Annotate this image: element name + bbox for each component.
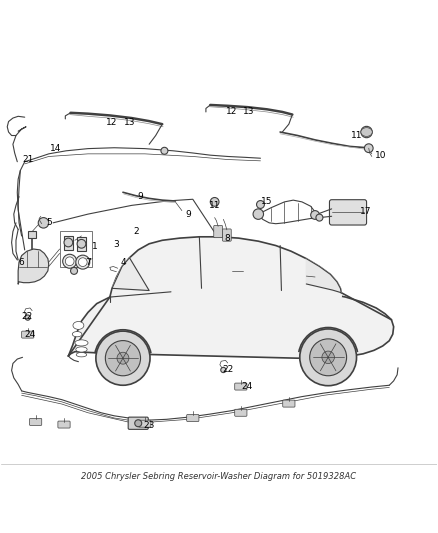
Text: 9: 9: [186, 209, 191, 219]
Text: 9: 9: [138, 192, 143, 201]
Text: 17: 17: [360, 207, 371, 216]
Circle shape: [316, 214, 323, 221]
Circle shape: [63, 254, 77, 268]
Circle shape: [257, 200, 265, 208]
FancyBboxPatch shape: [187, 415, 199, 422]
Text: 12: 12: [106, 118, 118, 127]
Text: 5: 5: [46, 219, 52, 228]
Circle shape: [25, 315, 30, 320]
Circle shape: [65, 257, 74, 265]
Circle shape: [161, 147, 168, 154]
Circle shape: [106, 341, 141, 376]
Polygon shape: [110, 237, 341, 297]
Circle shape: [77, 239, 86, 248]
FancyBboxPatch shape: [329, 200, 367, 225]
Text: 14: 14: [49, 144, 61, 153]
Text: 3: 3: [113, 240, 119, 249]
FancyBboxPatch shape: [139, 420, 151, 427]
Circle shape: [117, 352, 129, 364]
FancyBboxPatch shape: [128, 417, 148, 430]
FancyBboxPatch shape: [283, 400, 295, 407]
Text: 23: 23: [144, 422, 155, 430]
Ellipse shape: [73, 321, 84, 329]
Text: 24: 24: [25, 330, 36, 338]
Text: 10: 10: [375, 151, 386, 160]
FancyBboxPatch shape: [58, 421, 70, 428]
Circle shape: [300, 329, 357, 386]
Circle shape: [253, 209, 264, 220]
Polygon shape: [306, 259, 341, 293]
Bar: [64, 236, 73, 250]
Text: 12: 12: [226, 107, 238, 116]
Text: 11: 11: [351, 131, 362, 140]
Circle shape: [38, 217, 49, 228]
Circle shape: [210, 198, 219, 206]
Polygon shape: [112, 258, 149, 290]
FancyBboxPatch shape: [29, 418, 42, 425]
Text: 2: 2: [133, 227, 139, 236]
Circle shape: [361, 126, 372, 138]
FancyBboxPatch shape: [21, 331, 34, 338]
Text: 7: 7: [85, 257, 91, 266]
Text: 24: 24: [242, 382, 253, 391]
Polygon shape: [68, 287, 394, 358]
Bar: [60, 231, 92, 266]
Circle shape: [135, 420, 142, 427]
Ellipse shape: [72, 332, 82, 337]
Circle shape: [64, 238, 73, 247]
FancyBboxPatch shape: [235, 383, 247, 390]
Text: 1: 1: [92, 243, 97, 252]
Text: 11: 11: [209, 201, 220, 210]
Circle shape: [71, 268, 78, 274]
Ellipse shape: [75, 340, 88, 346]
FancyBboxPatch shape: [235, 409, 247, 416]
Text: 13: 13: [243, 107, 254, 116]
Text: 4: 4: [120, 257, 126, 266]
FancyBboxPatch shape: [214, 225, 223, 238]
Text: 15: 15: [261, 197, 273, 206]
Circle shape: [221, 367, 226, 373]
Ellipse shape: [361, 128, 372, 136]
Text: 6: 6: [19, 257, 25, 266]
Circle shape: [322, 351, 334, 364]
Text: 13: 13: [124, 118, 135, 127]
Circle shape: [78, 258, 87, 266]
Text: 2005 Chrysler Sebring Reservoir-Washer Diagram for 5019328AC: 2005 Chrysler Sebring Reservoir-Washer D…: [81, 472, 357, 481]
Circle shape: [310, 339, 346, 376]
Circle shape: [311, 211, 319, 220]
Bar: [28, 231, 36, 238]
Text: 22: 22: [222, 365, 233, 374]
Polygon shape: [18, 249, 49, 284]
Ellipse shape: [76, 352, 87, 357]
Bar: [77, 237, 86, 251]
Ellipse shape: [76, 347, 87, 352]
Text: 8: 8: [225, 233, 231, 243]
Circle shape: [364, 144, 373, 152]
Text: 22: 22: [21, 312, 32, 321]
FancyBboxPatch shape: [223, 229, 231, 241]
Circle shape: [76, 255, 90, 269]
Circle shape: [96, 331, 150, 385]
Text: 21: 21: [22, 155, 33, 164]
